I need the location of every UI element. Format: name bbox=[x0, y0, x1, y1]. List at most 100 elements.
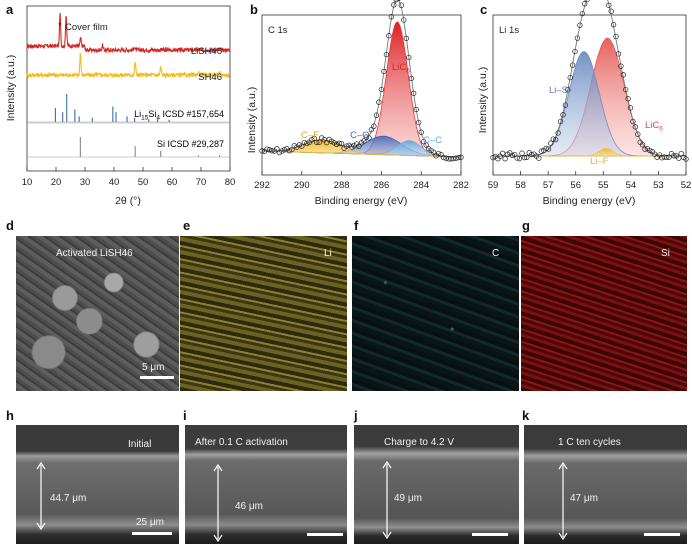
data-point bbox=[455, 154, 462, 161]
data-point bbox=[381, 68, 387, 75]
li1s-component-fills bbox=[493, 37, 686, 157]
x-tick-label: 30 bbox=[80, 177, 91, 188]
x-tick-label: 282 bbox=[453, 180, 469, 191]
data-point bbox=[279, 148, 285, 154]
data-point bbox=[393, 0, 399, 3]
data-point bbox=[408, 75, 414, 82]
xrd-plot-frame bbox=[26, 5, 231, 172]
xrd-x-axis-label: 2θ (°) bbox=[115, 195, 141, 207]
data-point bbox=[281, 147, 288, 153]
x-tick-label: 57 bbox=[543, 180, 554, 191]
xrd-x-ticks: 10 20 30 40 50 60 70 80 bbox=[22, 167, 235, 188]
x-tick-label: 20 bbox=[51, 177, 62, 188]
data-point bbox=[574, 35, 581, 41]
scalebar-label-d: 5 μm bbox=[142, 362, 165, 373]
data-point bbox=[371, 123, 377, 129]
data-point bbox=[557, 118, 564, 125]
data-point bbox=[502, 156, 508, 162]
data-point bbox=[396, 0, 401, 1]
thickness-k: 47 μm bbox=[570, 493, 598, 504]
xrd-y-axis-label: Intensity (a.u.) bbox=[5, 55, 17, 122]
x-tick-label: 56 bbox=[570, 180, 581, 191]
panel-letter-h: h bbox=[6, 408, 14, 423]
panel-letter-j: j bbox=[354, 408, 358, 423]
li1s-plot-frame bbox=[492, 14, 687, 176]
scalebar-i bbox=[307, 533, 343, 536]
data-point bbox=[266, 147, 273, 153]
data-point bbox=[572, 48, 578, 55]
data-point bbox=[664, 154, 670, 161]
data-point bbox=[378, 86, 385, 93]
data-point bbox=[430, 149, 437, 155]
data-point bbox=[560, 112, 566, 118]
label-c-f: C–F bbox=[301, 130, 319, 141]
c1s-x-ticks: 292 290 288 286 284 282 bbox=[254, 171, 469, 191]
data-point bbox=[516, 155, 523, 162]
thickness-j: 49 μm bbox=[394, 493, 422, 504]
data-point bbox=[443, 155, 449, 161]
data-point bbox=[336, 140, 342, 146]
data-point bbox=[333, 141, 340, 147]
data-point bbox=[291, 143, 297, 149]
x-tick-label: 60 bbox=[167, 177, 178, 188]
data-point bbox=[264, 146, 270, 152]
data-point bbox=[639, 142, 646, 148]
xrd-series-group bbox=[26, 12, 231, 79]
data-point bbox=[613, 33, 619, 40]
panel-letter-d: d bbox=[6, 218, 14, 233]
x-tick-label: 292 bbox=[254, 180, 270, 191]
cross-section-activation: After 0.1 C activation 46 μm bbox=[185, 425, 347, 544]
data-point bbox=[579, 10, 585, 17]
panel-letter-f: f bbox=[354, 218, 359, 233]
label-lic6: LiC6 bbox=[392, 62, 410, 75]
li1s-x-axis-label: Binding energy (eV) bbox=[543, 195, 636, 207]
data-point bbox=[642, 146, 648, 152]
data-point bbox=[683, 156, 689, 162]
data-point bbox=[514, 155, 520, 161]
li1s-x-ticks: 59 58 57 56 55 54 53 52 bbox=[488, 171, 691, 191]
sem-image-activated-lish46: Activated LiSH46 5 μm bbox=[16, 236, 179, 391]
data-point bbox=[567, 74, 573, 81]
data-point bbox=[421, 138, 427, 145]
data-point bbox=[338, 140, 345, 147]
c1s-x-axis-label: Binding energy (eV) bbox=[315, 195, 408, 207]
panel-letter-a: a bbox=[6, 2, 14, 17]
cross-section-charge: Charge to 4.2 V 49 μm bbox=[354, 425, 519, 544]
label-li-f: Li–F bbox=[590, 156, 609, 167]
legend-marker: * bbox=[58, 21, 62, 31]
data-point bbox=[311, 135, 317, 142]
data-point bbox=[411, 90, 417, 96]
eds-map-si: Si bbox=[521, 236, 687, 391]
scalebar-h bbox=[132, 532, 172, 535]
data-point bbox=[304, 140, 310, 147]
data-point bbox=[450, 155, 457, 162]
data-point bbox=[635, 131, 641, 137]
cross-section-initial: Initial 44.7 μm 25 μm bbox=[16, 425, 179, 544]
data-point bbox=[403, 35, 409, 42]
data-point bbox=[678, 150, 684, 157]
eds-label-si: Si bbox=[661, 248, 670, 259]
data-point bbox=[435, 150, 442, 157]
li1s-data-points bbox=[490, 0, 689, 162]
data-point bbox=[391, 2, 397, 8]
c1s-plot-frame bbox=[261, 14, 462, 176]
data-point bbox=[577, 22, 583, 28]
data-point bbox=[316, 139, 322, 145]
data-point bbox=[509, 152, 515, 159]
data-point bbox=[671, 153, 677, 159]
data-point bbox=[651, 151, 658, 157]
data-point bbox=[368, 127, 375, 133]
data-point bbox=[632, 124, 638, 130]
eds-map-c: C bbox=[352, 236, 519, 391]
xrd-series-line bbox=[26, 12, 231, 54]
data-point bbox=[610, 22, 617, 28]
cs-label-h: Initial bbox=[128, 439, 152, 450]
data-point bbox=[521, 154, 528, 161]
x-tick-label: 53 bbox=[653, 180, 664, 191]
legend-label: Cover film bbox=[65, 22, 108, 33]
label-li-si: Li–Si bbox=[549, 85, 570, 96]
data-point bbox=[528, 151, 535, 158]
scalebar-k bbox=[644, 533, 680, 536]
scalebar-d bbox=[140, 376, 174, 379]
x-tick-label: 286 bbox=[373, 180, 389, 191]
